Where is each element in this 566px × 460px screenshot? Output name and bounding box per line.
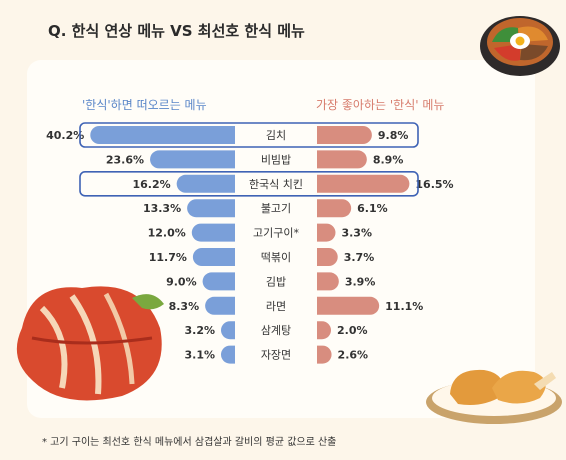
left-bar: [192, 248, 235, 266]
right-value-label: 9.8%: [378, 129, 409, 142]
kimchi-image: [16, 286, 164, 401]
category-label: 김치: [266, 129, 286, 142]
right-bar: [317, 248, 338, 266]
left-bar: [90, 126, 235, 144]
left-bar: [221, 345, 235, 364]
right-value-label: 8.9%: [373, 153, 404, 166]
right-bar: [317, 296, 380, 315]
right-value-label: 3.3%: [341, 227, 372, 240]
left-series-header: '한식'하면 떠오르는 메뉴: [82, 98, 207, 112]
category-label: 자장면: [261, 349, 291, 362]
bibimbap-bowl-image: [480, 16, 560, 76]
category-label: 떡볶이: [261, 251, 291, 264]
category-label: 라면: [266, 300, 286, 313]
category-label: 한국식 치킨: [249, 178, 303, 191]
highlight-box: [79, 171, 419, 197]
left-value-label: 3.1%: [184, 349, 215, 362]
left-bar: [150, 150, 235, 169]
left-value-label: 23.6%: [106, 153, 144, 166]
right-value-label: 16.5%: [415, 178, 453, 191]
category-label: 김밥: [266, 275, 286, 288]
left-bar: [205, 296, 235, 315]
right-bar: [317, 321, 331, 340]
right-value-label: 2.0%: [337, 324, 368, 337]
right-bar: [317, 345, 332, 364]
category-label: 삼계탕: [261, 324, 291, 337]
right-value-label: 2.6%: [338, 349, 369, 362]
right-value-label: 6.1%: [357, 202, 388, 215]
right-value-label: 3.9%: [345, 275, 376, 288]
left-bar: [221, 321, 235, 340]
left-value-label: 13.3%: [143, 202, 181, 215]
right-bar: [317, 223, 336, 242]
category-label: 불고기: [261, 202, 291, 215]
right-series-header: 가장 좋아하는 '한식' 메뉴: [316, 98, 445, 112]
right-bar: [317, 272, 339, 291]
left-bar: [191, 223, 235, 242]
left-value-label: 9.0%: [166, 275, 197, 288]
left-value-label: 40.2%: [46, 129, 84, 142]
category-label: 비빔밥: [261, 153, 291, 166]
right-bar: [317, 174, 410, 193]
left-value-label: 8.3%: [169, 300, 200, 313]
left-bar: [176, 174, 235, 193]
left-value-label: 16.2%: [133, 178, 171, 191]
right-value-label: 3.7%: [344, 251, 375, 264]
left-value-label: 11.7%: [149, 251, 187, 264]
left-bar: [187, 199, 235, 218]
right-bar: [317, 126, 372, 144]
right-value-label: 11.1%: [385, 300, 423, 313]
fried-chicken-image: [426, 369, 562, 424]
right-bar: [317, 150, 367, 169]
footnote: * 고기 구이는 최선호 한식 메뉴에서 삼겹살과 갈비의 평균 값으로 산출: [42, 437, 337, 448]
category-label: 고기구이*: [253, 227, 299, 240]
chart-title: Q. 한식 연상 메뉴 VS 최선호 한식 메뉴: [48, 22, 305, 40]
left-value-label: 12.0%: [148, 227, 186, 240]
left-bar: [202, 272, 235, 291]
highlight-box: [79, 122, 419, 148]
right-bar: [317, 199, 352, 218]
left-value-label: 3.2%: [184, 324, 215, 337]
